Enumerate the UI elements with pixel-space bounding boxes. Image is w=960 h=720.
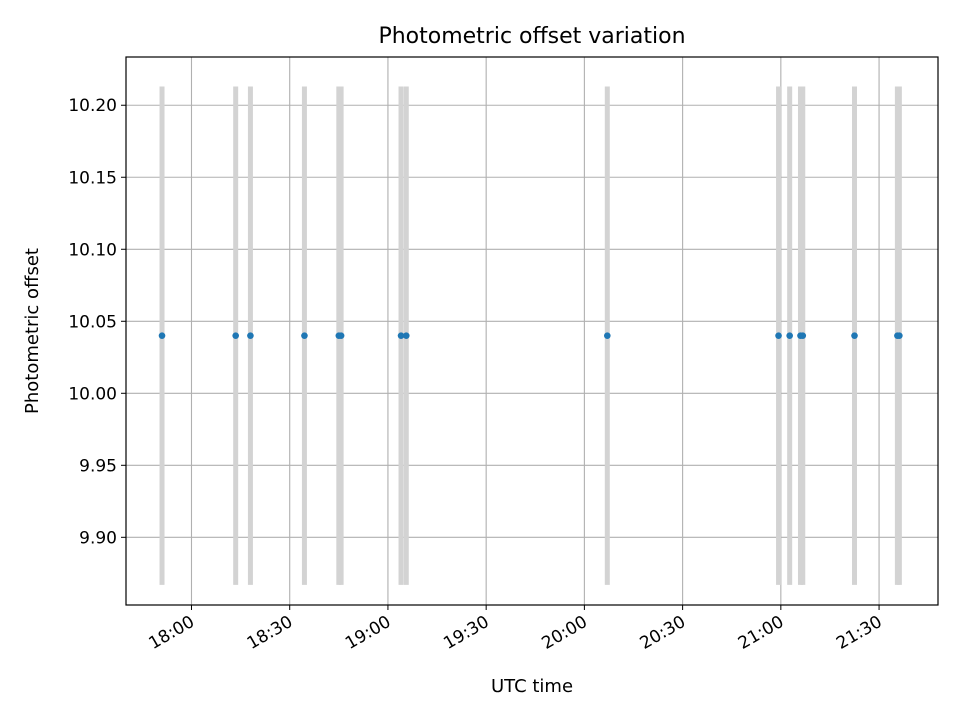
data-point	[851, 332, 858, 339]
y-tick-label: 10.15	[68, 168, 117, 188]
data-point	[402, 332, 410, 339]
data-point	[786, 332, 793, 339]
chart-title: Photometric offset variation	[378, 24, 685, 49]
y-tick-label: 10.00	[68, 384, 117, 404]
y-tick-label: 10.10	[68, 240, 117, 260]
data-point	[301, 332, 308, 339]
data-point	[337, 332, 345, 339]
data-point	[604, 332, 611, 339]
data-point	[799, 332, 807, 339]
data-point	[896, 332, 903, 339]
data-point	[397, 332, 405, 339]
y-tick-label: 10.20	[68, 96, 117, 116]
y-tick-label: 9.95	[79, 456, 117, 476]
x-axis-label: UTC time	[491, 676, 573, 697]
data-point	[247, 332, 254, 339]
data-point	[232, 332, 239, 339]
y-axis-label: Photometric offset	[22, 248, 43, 414]
data-point	[158, 332, 166, 339]
y-axis: 9.90 9.95 10.00 10.05 10.10 10.15 10.20	[68, 96, 126, 548]
plot-area	[126, 57, 938, 605]
data-point	[775, 332, 782, 339]
y-tick-label: 10.05	[68, 312, 117, 332]
y-tick-label: 9.90	[79, 528, 117, 548]
plot-frame	[125, 56, 939, 606]
data-points	[158, 332, 903, 339]
